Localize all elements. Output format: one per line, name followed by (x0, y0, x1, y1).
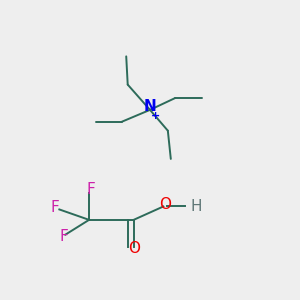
Text: F: F (50, 200, 59, 215)
Text: O: O (128, 241, 140, 256)
Text: H: H (191, 199, 203, 214)
Text: F: F (86, 182, 95, 197)
Text: F: F (59, 229, 68, 244)
Text: N: N (144, 99, 156, 114)
Text: O: O (159, 197, 171, 212)
Text: +: + (151, 111, 160, 122)
